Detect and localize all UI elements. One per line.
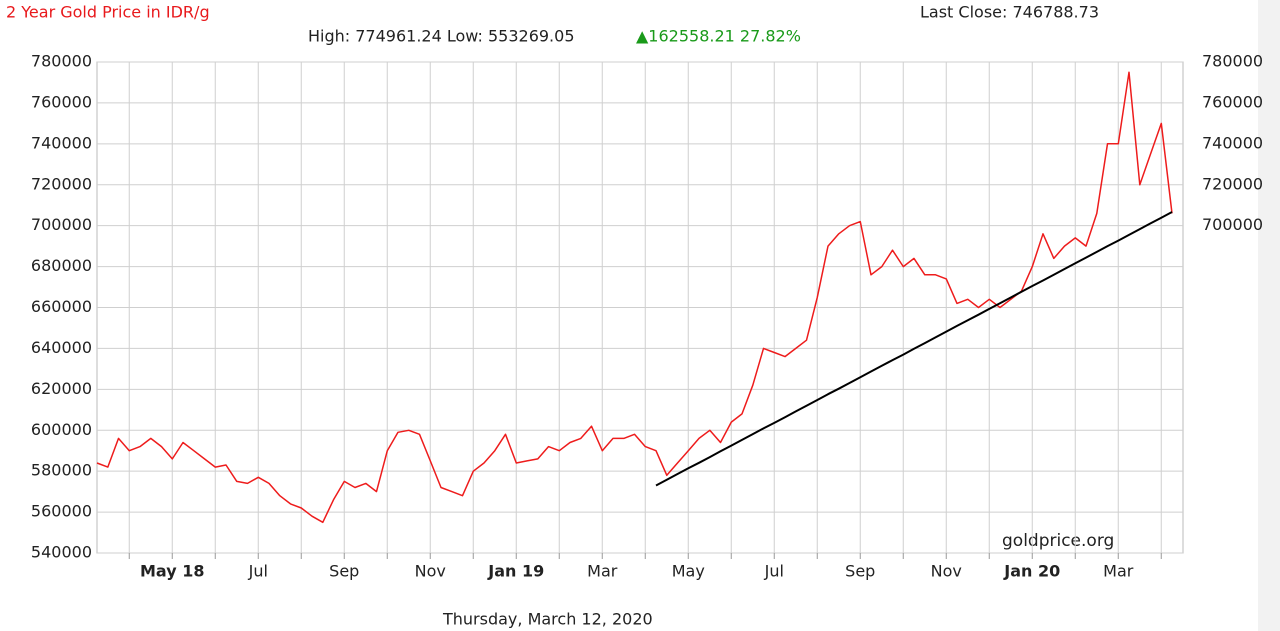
series-line <box>96 71 1173 524</box>
y-tick-label: 560000 <box>31 502 92 521</box>
x-tick-label: Jan 19 <box>487 562 544 581</box>
y-tick-label: 640000 <box>31 338 92 357</box>
chart-title: 2 Year Gold Price in IDR/g <box>6 3 210 22</box>
y2-tick-label: 760000 <box>1202 92 1263 111</box>
high-low: High: 774961.24 Low: 553269.05 <box>308 27 575 46</box>
y-tick-label: 600000 <box>31 420 92 439</box>
y-tick-label: 740000 <box>31 133 92 152</box>
x-tick-label: Mar <box>587 562 618 581</box>
y-tick-label: 580000 <box>31 461 92 480</box>
x-tick-label: Nov <box>931 562 962 581</box>
y2-tick-label: 720000 <box>1202 174 1263 193</box>
x-tick-label: Nov <box>415 562 446 581</box>
x-tick-label: Jul <box>248 562 268 581</box>
x-tick-label: Mar <box>1103 562 1134 581</box>
x-tick-label: May <box>672 562 705 581</box>
y2-tick-label: 740000 <box>1202 133 1263 152</box>
x-tick-label: Jan 20 <box>1003 562 1060 581</box>
y-tick-label: 620000 <box>31 379 92 398</box>
y-tick-label: 660000 <box>31 297 92 316</box>
y-tick-label: 540000 <box>31 543 92 562</box>
y-tick-label: 720000 <box>31 174 92 193</box>
last-close: Last Close: 746788.73 <box>920 3 1099 22</box>
series-line <box>655 211 1173 487</box>
y2-tick-label: 700000 <box>1202 215 1263 234</box>
y-tick-label: 780000 <box>31 52 92 71</box>
edge-strip <box>1258 0 1280 631</box>
y2-tick-label: 780000 <box>1202 52 1263 71</box>
x-tick-label: May 18 <box>140 562 205 581</box>
y-tick-label: 680000 <box>31 256 92 275</box>
x-tick-label: Sep <box>845 562 875 581</box>
x-tick-label: Sep <box>329 562 359 581</box>
y-tick-label: 700000 <box>31 215 92 234</box>
watermark: goldprice.org <box>1002 531 1114 551</box>
x-tick-label: Jul <box>764 562 784 581</box>
change: ▲162558.21 27.82% <box>636 27 801 46</box>
y-tick-label: 760000 <box>31 92 92 111</box>
date-label: Thursday, March 12, 2020 <box>442 610 653 629</box>
